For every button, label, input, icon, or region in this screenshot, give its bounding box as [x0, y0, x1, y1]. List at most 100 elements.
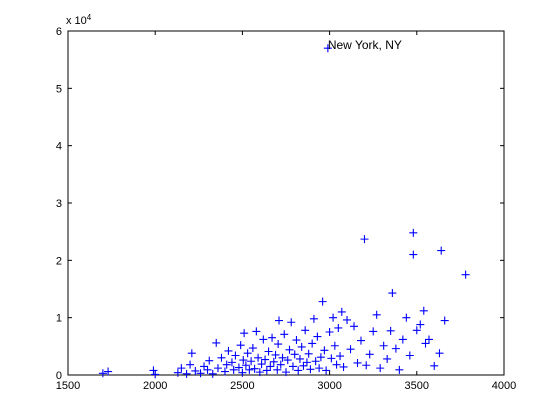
y-tick-label: 0	[56, 370, 62, 382]
y-tick-label: 1	[56, 313, 62, 325]
data-point-marker	[269, 357, 278, 366]
data-point-marker	[283, 356, 292, 365]
data-point-marker	[330, 341, 339, 350]
data-point-marker	[290, 350, 299, 359]
data-point-marker	[224, 346, 233, 355]
data-point-marker	[208, 369, 217, 378]
data-point-marker	[339, 362, 348, 371]
data-point-marker	[222, 360, 231, 369]
data-point-marker	[437, 246, 446, 255]
data-point-marker	[325, 328, 334, 336]
data-point-marker	[252, 327, 261, 336]
y-tick-label: 3	[56, 198, 62, 210]
data-point-marker	[316, 353, 325, 362]
data-point-marker	[149, 366, 158, 375]
data-point-marker	[425, 335, 434, 344]
data-point-marker	[245, 365, 254, 374]
data-point-marker	[186, 360, 195, 369]
data-point-marker	[461, 270, 470, 279]
data-point-marker	[419, 306, 428, 315]
data-point-marker	[334, 323, 343, 332]
data-point-marker	[259, 335, 268, 344]
data-point-marker	[262, 366, 271, 375]
data-point-marker	[236, 341, 245, 350]
data-point-marker	[337, 307, 346, 316]
data-point-marker	[273, 365, 282, 374]
data-point-marker	[356, 336, 365, 345]
data-point-marker	[220, 367, 229, 376]
data-point-marker	[271, 350, 280, 359]
data-point-marker	[343, 315, 352, 324]
data-point-marker	[306, 365, 315, 374]
data-point-marker	[229, 365, 238, 374]
data-point-marker	[261, 355, 270, 364]
data-point-marker	[294, 366, 303, 375]
x-tick-label: 3000	[317, 380, 341, 392]
data-point-marker	[299, 361, 308, 370]
data-point-marker	[353, 358, 362, 367]
data-points	[98, 44, 470, 379]
data-point-marker	[203, 365, 212, 374]
data-point-marker	[264, 347, 273, 356]
data-point-marker	[323, 44, 332, 53]
data-point-marker	[318, 297, 327, 306]
data-point-marker	[301, 326, 310, 335]
data-point-marker	[365, 350, 374, 359]
data-point-marker	[177, 364, 186, 373]
y-tick-label: 6	[56, 26, 62, 38]
data-point-marker	[98, 369, 107, 378]
data-point-marker	[248, 344, 257, 353]
data-point-marker	[369, 327, 378, 336]
data-point-marker	[205, 356, 214, 365]
data-point-marker	[409, 228, 418, 237]
data-point-marker	[285, 345, 294, 354]
data-point-marker	[315, 364, 324, 373]
data-point-marker	[412, 326, 421, 335]
data-point-marker	[313, 332, 322, 341]
data-point-marker	[257, 360, 266, 369]
data-point-marker	[360, 235, 369, 244]
data-point-marker	[327, 354, 336, 363]
data-point-marker	[268, 333, 277, 342]
data-point-marker	[196, 369, 205, 378]
data-point-marker	[287, 318, 296, 327]
data-point-marker	[320, 346, 329, 355]
data-point-marker	[240, 329, 249, 338]
data-point-marker	[278, 353, 287, 362]
data-point-marker	[350, 322, 359, 331]
data-point-marker	[227, 358, 236, 367]
annotation-label: New York, NY	[328, 38, 402, 52]
data-point-marker	[379, 341, 388, 350]
data-point-marker	[395, 365, 404, 374]
data-point-marker	[241, 361, 250, 370]
data-point-marker	[409, 250, 418, 259]
data-point-marker	[391, 344, 400, 353]
y-axis-exponent-label: x 104	[66, 13, 92, 28]
data-point-marker	[234, 363, 243, 372]
data-point-marker	[239, 356, 248, 365]
data-point-marker	[217, 353, 226, 362]
data-point-marker	[200, 362, 209, 371]
data-point-marker	[238, 368, 247, 377]
data-point-marker	[332, 360, 341, 369]
data-point-marker	[266, 362, 275, 371]
y-tick-label: 2	[56, 255, 62, 267]
data-point-marker	[295, 354, 304, 363]
plot-area	[67, 30, 505, 376]
data-point-marker	[383, 354, 392, 363]
data-point-marker	[322, 366, 331, 375]
data-point-marker	[346, 345, 355, 354]
data-point-marker	[288, 362, 297, 371]
data-point-marker	[213, 364, 222, 373]
data-point-marker	[212, 338, 221, 347]
x-tick-label: 2000	[143, 380, 167, 392]
data-point-marker	[151, 370, 160, 379]
data-point-marker	[386, 326, 395, 335]
data-point-marker	[297, 342, 306, 351]
data-point-marker	[275, 316, 284, 325]
x-tick-label: 1500	[56, 380, 80, 392]
data-point-marker	[104, 367, 113, 376]
data-point-marker	[231, 351, 240, 360]
data-point-marker	[282, 368, 290, 377]
